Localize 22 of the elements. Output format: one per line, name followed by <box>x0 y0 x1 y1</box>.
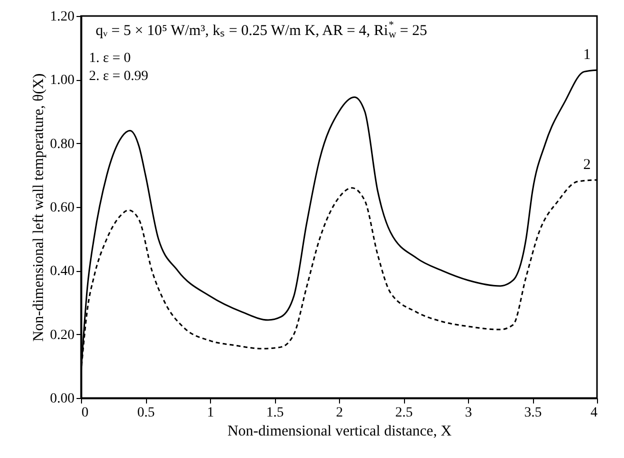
y-tick-label: 0.20 <box>50 328 74 343</box>
x-tick-label: 1 <box>207 406 214 420</box>
annotation: 2. ε = 0.99 <box>89 69 148 84</box>
y-axis-title: Non-dimensional left wall temperature, θ(X) <box>31 73 47 342</box>
y-tick-label: 0.60 <box>50 200 74 216</box>
x-axis-title: Non-dimensional vertical distance, X <box>227 424 452 440</box>
x-tick-label: 2.5 <box>395 406 413 420</box>
y-tick-label: 0.80 <box>50 136 74 152</box>
y-tick-label: 1.00 <box>50 73 74 88</box>
annotation: 1. ε = 0 <box>89 51 131 66</box>
x-tick-label: 1.5 <box>266 406 284 420</box>
x-tick-label: 3.5 <box>524 406 542 420</box>
x-tick-label: 0 <box>82 406 88 420</box>
y-tick-label: 0.00 <box>50 392 74 406</box>
y-tick-label: 0.40 <box>50 264 74 280</box>
series-label: 2 <box>583 156 591 173</box>
x-tick-label: 0.5 <box>137 406 155 420</box>
x-tick-label: 3 <box>465 406 472 420</box>
x-tick-label: 2 <box>336 406 343 420</box>
y-tick-label: 1.20 <box>50 10 74 24</box>
series-label: 1 <box>583 47 591 64</box>
x-tick-label: 4 <box>590 406 598 420</box>
